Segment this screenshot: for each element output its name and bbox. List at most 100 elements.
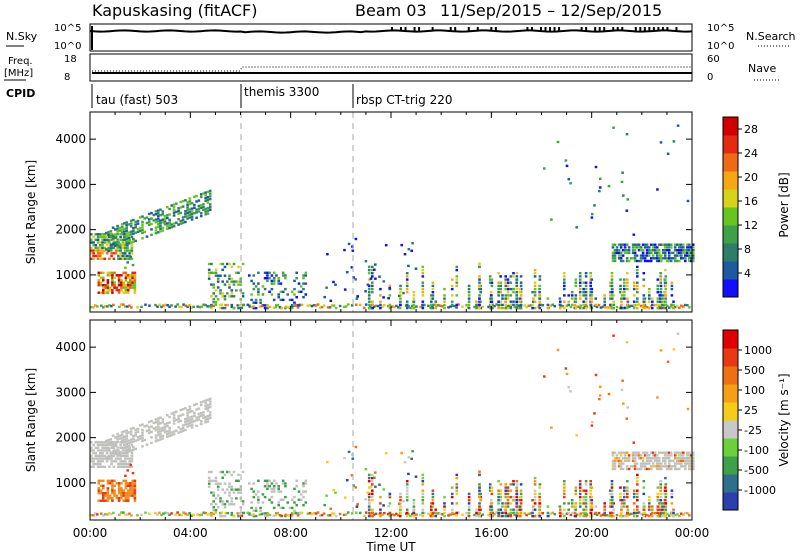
velocity-cell — [172, 414, 176, 417]
velocity-cell — [235, 488, 238, 491]
velocity-cell — [326, 514, 330, 517]
velocity-cell — [367, 505, 371, 508]
power-cell — [641, 257, 645, 260]
power-cell — [107, 247, 110, 250]
velocity-cell — [593, 412, 596, 415]
power-cell — [673, 305, 677, 309]
velocity-cell — [159, 432, 162, 436]
velocity-cell — [497, 499, 500, 502]
power-cell — [232, 295, 236, 298]
velocity-cell — [546, 505, 550, 508]
velocity-cell — [114, 436, 117, 439]
velocity-cell — [299, 498, 303, 501]
velocity-cell — [101, 457, 104, 460]
power-cell — [114, 233, 117, 237]
power-cell — [421, 268, 425, 272]
power-cell — [569, 305, 573, 309]
velocity-cell — [636, 495, 639, 499]
power-cell — [405, 284, 409, 288]
power-cell — [107, 239, 110, 242]
power-cell — [611, 243, 615, 246]
velocity-cell — [501, 511, 504, 515]
velocity-cell — [302, 495, 305, 499]
power-cell — [371, 265, 374, 269]
velocity-cell — [241, 500, 245, 503]
power-cell — [129, 222, 133, 225]
velocity-cell — [643, 454, 647, 457]
colorbar-band — [723, 366, 738, 385]
velocity-cell — [94, 454, 98, 458]
velocity-cell — [506, 514, 510, 518]
velocity-cell — [112, 449, 116, 452]
velocity-cell — [147, 426, 151, 429]
velocity-cell — [102, 494, 105, 497]
velocity-cell — [669, 467, 673, 471]
velocity-cell — [207, 485, 211, 488]
power-cell — [651, 306, 654, 310]
power-cell — [90, 241, 93, 244]
power-cell — [574, 300, 578, 303]
velocity-cell — [631, 459, 635, 463]
velocity-cell — [106, 499, 110, 502]
power-cell — [302, 274, 305, 277]
power-cell — [144, 303, 147, 306]
power-cell — [254, 301, 258, 304]
velocity-cell — [431, 499, 435, 502]
velocity-cell — [506, 499, 510, 502]
velocity-cell — [499, 511, 502, 515]
power-cell — [621, 171, 624, 174]
power-cell — [302, 296, 305, 299]
velocity-cell — [667, 514, 671, 517]
power-cell — [232, 283, 236, 286]
nsky-tick-bottom: 10^0 — [54, 41, 81, 52]
power-cell — [202, 208, 205, 211]
nsearch-bar — [648, 27, 651, 31]
power-cell — [667, 259, 671, 263]
power-cell — [356, 295, 359, 298]
velocity-cell — [399, 495, 402, 499]
power-cell — [657, 259, 661, 263]
velocity-cell — [367, 499, 371, 502]
velocity-cell — [304, 482, 308, 485]
velocity-cell — [113, 479, 116, 482]
colorbar-frame — [722, 116, 739, 298]
power-cell — [123, 222, 126, 225]
power-cell — [170, 226, 174, 229]
velocity-cell — [620, 514, 623, 518]
velocity-cell — [350, 512, 354, 515]
power-cell — [252, 301, 256, 304]
velocity-cell — [667, 462, 671, 465]
power-cell — [594, 297, 598, 300]
nsearch-bar — [580, 27, 583, 31]
power-cell — [367, 265, 371, 269]
power-cell — [680, 304, 683, 307]
velocity-cell — [515, 499, 518, 502]
power-cell — [270, 274, 274, 277]
velocity-cbar-tick-label: -1000 — [744, 484, 776, 497]
velocity-cell — [277, 490, 280, 493]
power-cell — [574, 306, 578, 310]
date-range: 11/Sep/2015 – 12/Sep/2015 — [440, 1, 662, 20]
velocity-cell — [666, 360, 670, 363]
power-cell — [533, 287, 537, 291]
power-cell — [450, 303, 454, 307]
power-cell — [147, 212, 151, 216]
velocity-cell — [354, 486, 357, 489]
power-cell — [96, 257, 100, 260]
power-cell — [124, 276, 128, 279]
power-cell — [531, 306, 534, 310]
power-cell — [223, 306, 227, 310]
power-cell — [230, 303, 234, 307]
velocity-cell — [345, 479, 349, 482]
power-cell — [367, 300, 371, 303]
velocity-cell — [599, 385, 602, 388]
power-cell — [132, 218, 135, 222]
power-cell — [367, 291, 371, 294]
velocity-cell — [642, 508, 646, 511]
power-cell — [599, 177, 602, 180]
velocity-cell — [96, 513, 99, 516]
velocity-cell — [611, 462, 615, 465]
velocity-cell — [159, 430, 162, 433]
velocity-cell — [657, 462, 661, 465]
power-cell — [131, 276, 134, 279]
